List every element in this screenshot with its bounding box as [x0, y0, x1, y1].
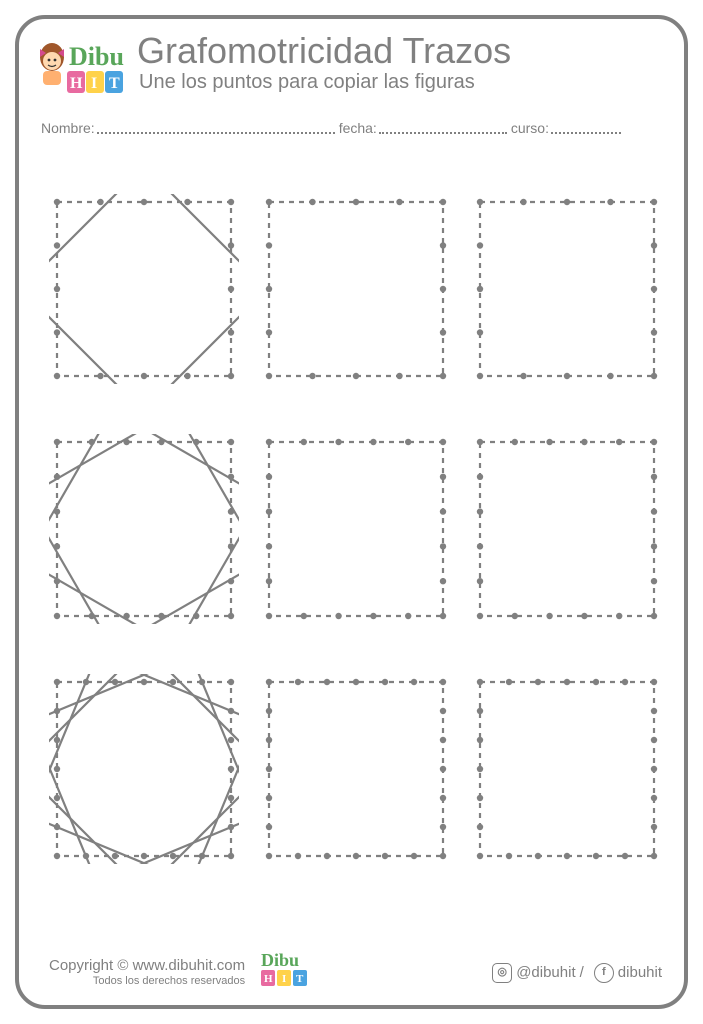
- blank-date[interactable]: [379, 120, 507, 134]
- example-cell: [49, 194, 239, 384]
- svg-text:H: H: [264, 973, 273, 985]
- instagram-handle: @dibuhit: [516, 964, 575, 981]
- svg-text:Dibu: Dibu: [69, 42, 124, 71]
- page-title: Grafomotricidad Trazos: [137, 33, 666, 69]
- practice-cell[interactable]: [472, 194, 662, 384]
- example-cell: [49, 674, 239, 864]
- practice-cell[interactable]: [261, 194, 451, 384]
- facebook-handle: dibuhit: [618, 964, 662, 981]
- copyright: Copyright © www.dibuhit.com Todos los de…: [49, 958, 245, 987]
- footer-logo: Dibu H I T: [259, 950, 315, 995]
- rights-text: Todos los derechos reservados: [49, 975, 245, 987]
- facebook-icon: f: [594, 963, 614, 983]
- worksheet-page: Dibu H I T Grafomotricidad Trazos Une lo…: [15, 15, 688, 1009]
- example-cell: [49, 434, 239, 624]
- practice-cell[interactable]: [261, 434, 451, 624]
- copyright-text: Copyright © www.dibuhit.com: [49, 957, 245, 974]
- brand-logo: Dibu H I T: [37, 35, 127, 112]
- svg-text:Dibu: Dibu: [261, 950, 299, 970]
- page-subtitle: Une los puntos para copiar las figuras: [139, 71, 666, 94]
- social: ◎ @dibuhit / f dibuhit: [486, 963, 662, 983]
- info-line: Nombre: fecha: curso:: [19, 116, 684, 144]
- title-block: Grafomotricidad Trazos Une los puntos pa…: [137, 33, 666, 94]
- svg-text:T: T: [296, 973, 304, 985]
- practice-cell[interactable]: [261, 674, 451, 864]
- label-name: Nombre:: [41, 120, 95, 136]
- blank-name[interactable]: [97, 120, 335, 134]
- exercise-row: [49, 674, 662, 864]
- svg-text:I: I: [282, 973, 286, 985]
- blank-course[interactable]: [551, 120, 621, 134]
- svg-text:H: H: [70, 75, 83, 92]
- practice-cell[interactable]: [472, 674, 662, 864]
- exercise-row: [49, 194, 662, 384]
- instagram-icon: ◎: [492, 963, 512, 983]
- label-course: curso:: [511, 120, 549, 136]
- header: Dibu H I T Grafomotricidad Trazos Une lo…: [19, 19, 684, 116]
- exercise-grid: [49, 194, 662, 864]
- practice-cell[interactable]: [472, 434, 662, 624]
- label-date: fecha:: [339, 120, 377, 136]
- svg-text:T: T: [109, 75, 120, 92]
- footer: Copyright © www.dibuhit.com Todos los de…: [19, 950, 684, 995]
- exercise-row: [49, 434, 662, 624]
- svg-text:I: I: [91, 75, 97, 92]
